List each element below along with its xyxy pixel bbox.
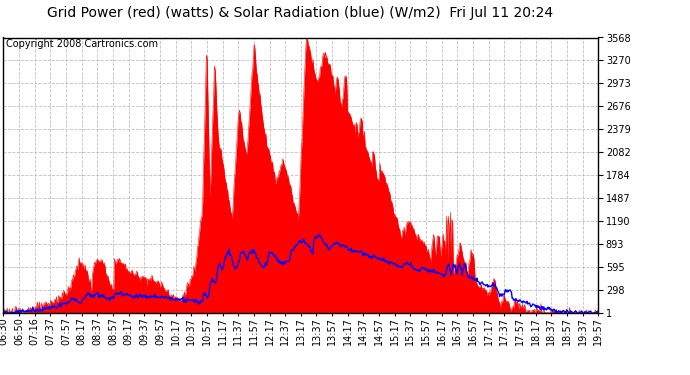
Text: Grid Power (red) (watts) & Solar Radiation (blue) (W/m2)  Fri Jul 11 20:24: Grid Power (red) (watts) & Solar Radiati… [47,6,553,20]
Text: Copyright 2008 Cartronics.com: Copyright 2008 Cartronics.com [6,39,159,49]
